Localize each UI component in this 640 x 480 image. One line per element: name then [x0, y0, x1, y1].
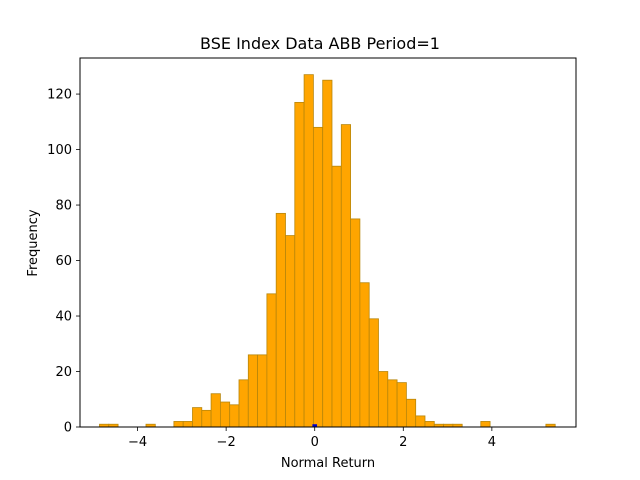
histogram-bar: [201, 409, 212, 428]
y-tick-label: 100: [47, 143, 72, 158]
histogram-bar: [424, 421, 435, 428]
histogram-bar: [219, 401, 231, 428]
histogram-bar: [350, 218, 361, 428]
histogram-bar: [480, 421, 491, 428]
histogram-bar: [378, 371, 389, 428]
y-tick-label: 20: [55, 365, 72, 380]
histogram-bar: [405, 398, 417, 428]
y-tick-label: 60: [55, 254, 72, 269]
histogram-bar: [340, 124, 351, 428]
histogram-bar: [238, 379, 249, 428]
y-tick-label: 40: [55, 310, 72, 325]
histogram-bar: [396, 382, 407, 428]
histogram-bar: [294, 101, 305, 428]
histogram-bar: [247, 354, 258, 428]
histogram-bar: [285, 235, 296, 428]
histogram-bar: [359, 282, 370, 428]
secondary-bar: [312, 424, 318, 427]
histogram-bar: [173, 421, 184, 428]
histogram-bar: [257, 354, 268, 428]
x-tick-label: 0: [311, 435, 319, 450]
histogram-bar: [275, 212, 286, 428]
y-axis: 0 20 40 60 80 100 120: [47, 88, 80, 436]
histogram-bar: [312, 126, 324, 428]
histogram-bar: [182, 421, 193, 428]
histogram-bar: [331, 165, 342, 428]
histogram-bar: [368, 318, 379, 428]
histogram-bar: [387, 379, 398, 428]
secondary-series-group: [312, 424, 318, 427]
histogram-bar: [210, 393, 221, 428]
y-axis-label: Frequency: [26, 209, 41, 276]
histogram-bar: [266, 293, 277, 428]
histogram-bar: [229, 404, 240, 428]
chart-title: BSE Index Data ABB Period=1: [200, 34, 440, 53]
histogram-bar: [322, 79, 333, 428]
histogram-bar: [303, 74, 314, 428]
y-tick-label: 120: [47, 88, 72, 103]
plot-frame: [79, 57, 577, 428]
x-tick-label: 2: [399, 435, 407, 450]
x-tick-label: −2: [217, 435, 236, 450]
x-axis: −4 −2 0 2 4: [128, 427, 496, 450]
bars-group: [99, 74, 556, 428]
x-axis-label: Normal Return: [281, 456, 375, 471]
histogram-bar: [415, 415, 426, 428]
x-tick-label: −4: [128, 435, 147, 450]
histogram-bar: [192, 407, 203, 428]
y-tick-label: 0: [64, 421, 72, 436]
y-tick-label: 80: [55, 199, 72, 214]
x-tick-label: 4: [488, 435, 496, 450]
